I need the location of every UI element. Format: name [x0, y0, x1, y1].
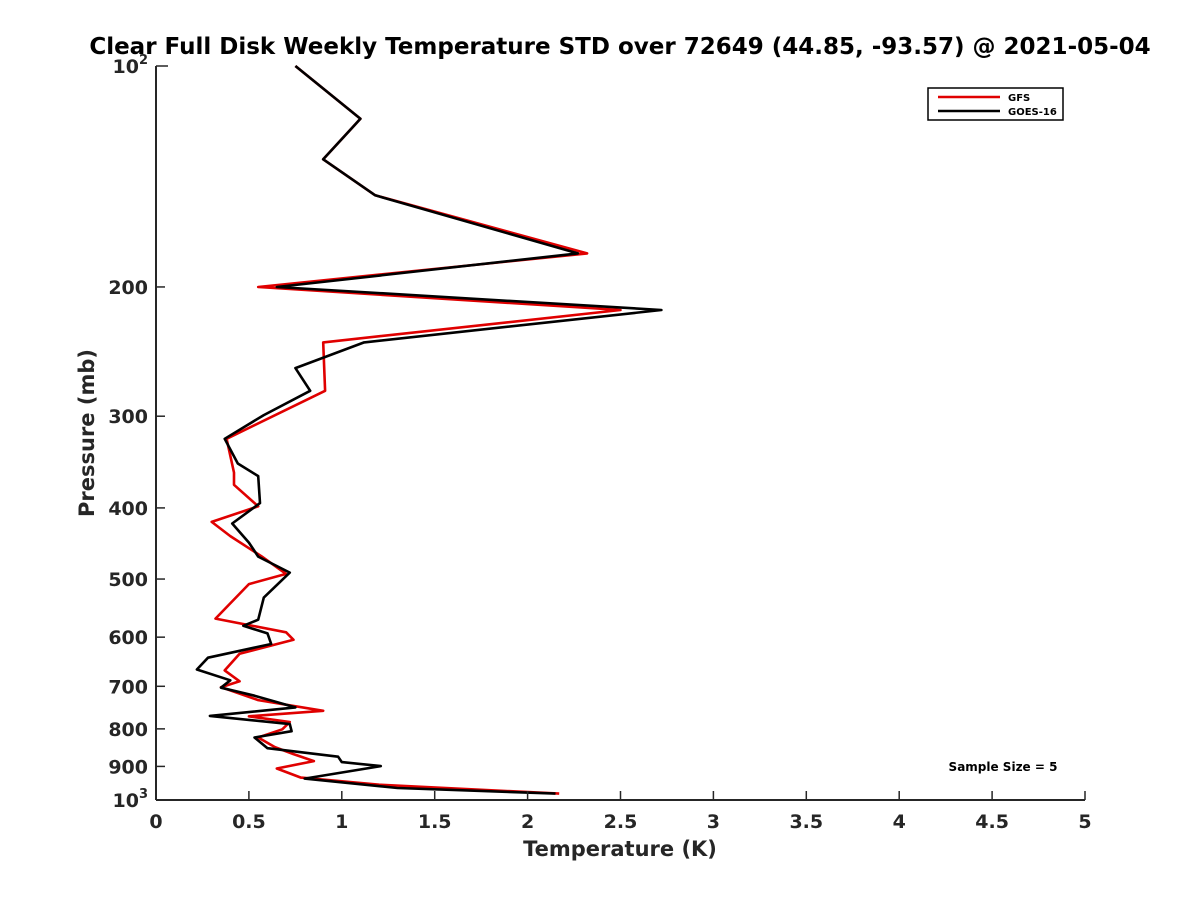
- x-tick-label: 5: [1078, 811, 1091, 833]
- x-tick-label: 1: [335, 811, 348, 833]
- y-axis-label: Pressure (mb): [75, 349, 99, 517]
- y-tick-label: 800: [108, 719, 148, 741]
- x-tick-label: 0: [149, 811, 162, 833]
- x-tick-label: 0.5: [232, 811, 266, 833]
- y-tick-label: 200: [108, 277, 148, 299]
- x-tick-label: 3: [707, 811, 720, 833]
- x-tick-label: 1.5: [418, 811, 452, 833]
- x-tick-label: 4.5: [975, 811, 1009, 833]
- y-tick-label-decade: 102: [113, 53, 149, 78]
- y-tick-label: 500: [108, 569, 148, 591]
- legend-label-goes-16: GOES-16: [1008, 107, 1057, 118]
- axes-layer: 0 0.5 1 1.5 2 2.5 3 3.5 4 4.5 5 200 300 400 500 600 700 8…: [108, 53, 1091, 833]
- x-tick-label: 3.5: [789, 811, 823, 833]
- chart-title: Clear Full Disk Weekly Temperature STD o…: [89, 34, 1150, 60]
- legend-box: [927, 87, 1064, 121]
- y-tick-label-decade: 103: [113, 787, 149, 812]
- x-tick-label: 4: [893, 811, 906, 833]
- series-line-goes-16: [195, 64, 663, 795]
- x-tick-label: 2: [521, 811, 534, 833]
- y-tick-label: 400: [108, 498, 148, 520]
- series-line-gfs: [210, 64, 622, 795]
- y-tick-label: 900: [108, 756, 148, 778]
- y-tick-label: 300: [108, 406, 148, 428]
- x-tick-label: 2.5: [604, 811, 638, 833]
- x-axis-label: Temperature (K): [523, 837, 717, 861]
- y-tick-label: 600: [108, 627, 148, 649]
- y-tick-label: 700: [108, 676, 148, 698]
- legend-label-gfs: GFS: [1008, 93, 1030, 104]
- sample-size-annotation: Sample Size = 5: [949, 760, 1058, 774]
- series-layer: [195, 64, 663, 795]
- legend: GFS GOES-16: [927, 87, 1064, 121]
